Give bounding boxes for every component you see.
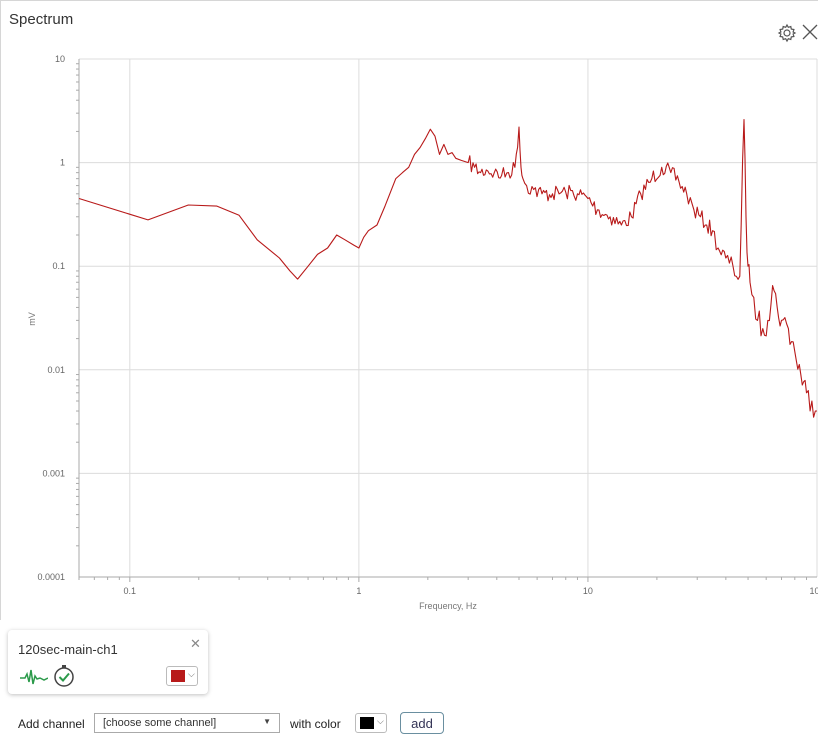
series-lines — [78, 119, 818, 418]
y-tick-label: 0.0001 — [37, 572, 65, 582]
color-swatch — [171, 670, 185, 682]
gear-icon[interactable] — [777, 23, 797, 43]
close-icon[interactable]: ✕ — [190, 636, 201, 651]
y-tick-label: 1 — [60, 158, 65, 168]
chevron-down-icon: ⌵ — [188, 669, 195, 679]
y-tick-label: 0.01 — [47, 365, 65, 375]
new-channel-color-picker[interactable]: ⌵ — [355, 713, 387, 733]
add-button[interactable]: add — [400, 712, 444, 734]
x-axis-label: Frequency, Hz — [419, 601, 477, 611]
y-axis-label: mV — [27, 312, 37, 326]
timer-check-icon[interactable] — [52, 664, 76, 688]
chevron-down-icon: ⌵ — [377, 716, 384, 726]
grid-lines — [79, 58, 818, 578]
waveform-icon[interactable] — [20, 668, 48, 686]
spectrum-panel: Spectrum 0.1 1 10 100 10 1 0.1 0.01 0.001 0.0001 … — [0, 0, 818, 620]
spectrum-chart: 0.1 1 10 100 10 1 0.1 0.01 0.001 0.0001 Frequency… — [27, 54, 818, 611]
add-channel-row: Add channel [choose some channel] ▼ with… — [0, 712, 818, 736]
channel-card: 120sec-main-ch1 ✕ ⌵ — [8, 630, 208, 694]
axes — [76, 59, 817, 582]
chevron-down-icon: ▼ — [263, 717, 271, 726]
channel-name: 120sec-main-ch1 — [18, 642, 118, 657]
with-color-label: with color — [290, 717, 341, 731]
x-tick-label: 10 — [583, 586, 593, 596]
add-channel-label: Add channel — [18, 717, 85, 731]
close-icon[interactable] — [801, 23, 818, 41]
panel-title: Spectrum — [9, 11, 74, 28]
channel-select[interactable]: [choose some channel] ▼ — [94, 713, 280, 733]
x-tick-label: 1 — [356, 586, 361, 596]
y-tick-label: 0.001 — [42, 468, 65, 478]
x-tick-label: 0.1 — [124, 586, 137, 596]
tick-labels: 0.1 1 10 100 10 1 0.1 0.01 0.001 0.0001 — [37, 54, 818, 596]
x-tick-label: 100 — [809, 586, 818, 596]
y-tick-label: 0.1 — [52, 261, 65, 271]
channel-select-value: [choose some channel] — [103, 717, 217, 729]
y-tick-label: 10 — [55, 54, 65, 64]
series-line — [78, 119, 818, 418]
channel-color-picker[interactable]: ⌵ — [166, 666, 198, 686]
color-swatch — [360, 717, 374, 729]
